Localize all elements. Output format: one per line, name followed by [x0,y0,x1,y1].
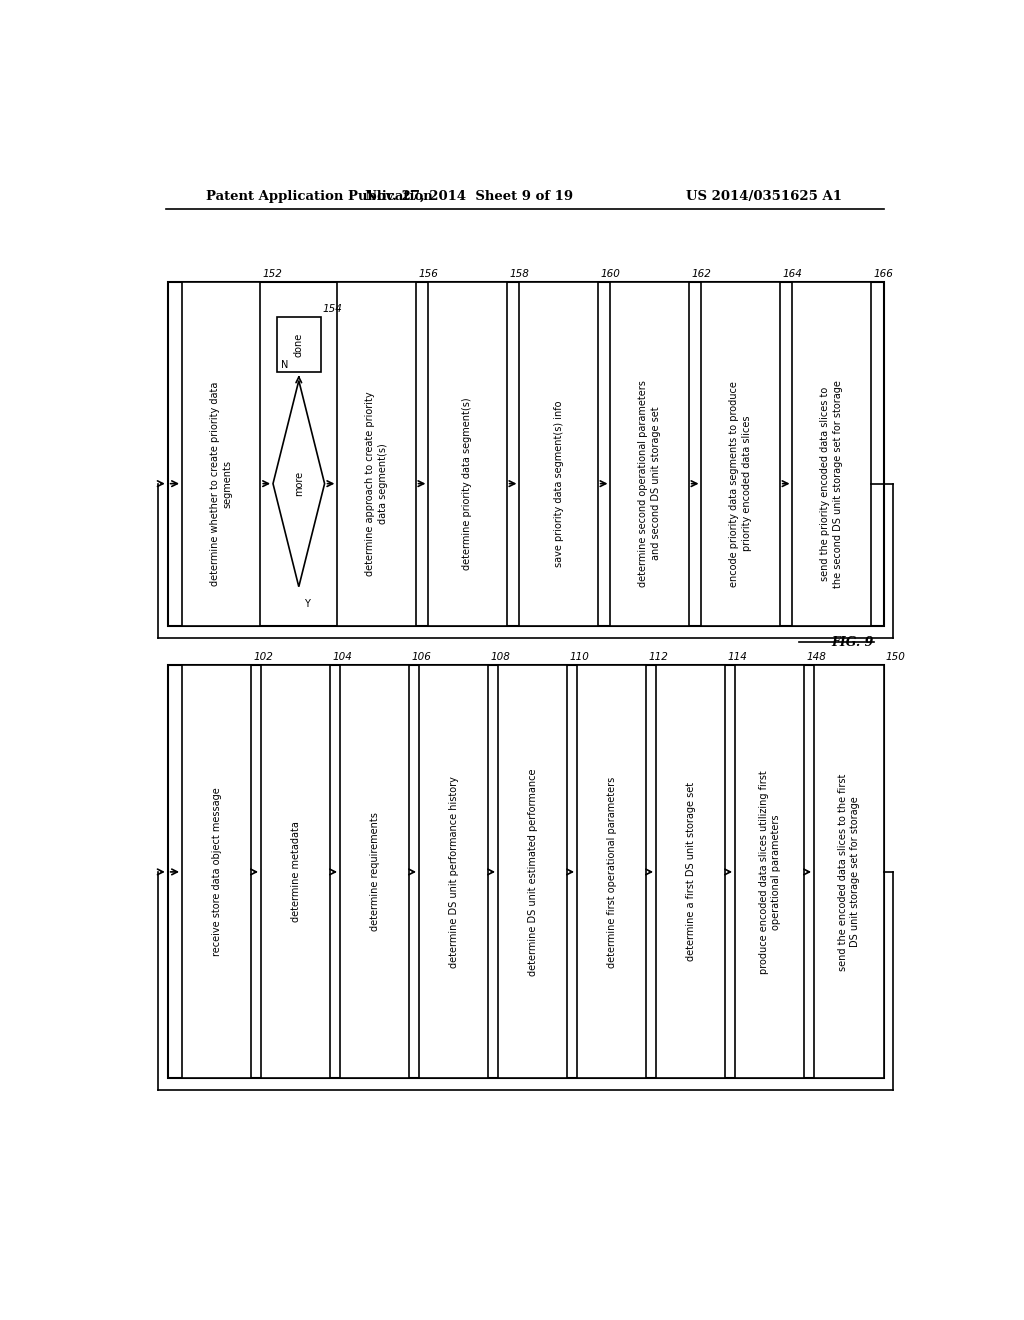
Text: 150: 150 [886,652,906,661]
Bar [610,282,689,626]
Text: 112: 112 [649,652,669,661]
Text: 166: 166 [873,269,893,280]
Bar [276,317,321,372]
Text: save priority data segment(s) info: save priority data segment(s) info [554,400,563,566]
Text: done: done [294,333,304,356]
Text: determine DS unit performance history: determine DS unit performance history [449,776,459,968]
Text: Y: Y [303,599,309,609]
Text: determine a first DS unit storage set: determine a first DS unit storage set [686,783,695,961]
Bar [182,664,252,1078]
Text: 152: 152 [263,269,283,280]
Polygon shape [273,380,325,586]
Text: 154: 154 [323,304,343,314]
Bar [419,664,488,1078]
Text: 156: 156 [418,269,438,280]
Text: 160: 160 [600,269,620,280]
Text: 114: 114 [728,652,748,661]
Bar [656,664,725,1078]
Text: FIG. 9: FIG. 9 [831,636,873,649]
Bar [793,282,870,626]
Text: 162: 162 [691,269,711,280]
Text: determine requirements: determine requirements [370,813,380,932]
Text: Nov. 27, 2014  Sheet 9 of 19: Nov. 27, 2014 Sheet 9 of 19 [366,190,573,202]
Bar [519,282,598,626]
Text: receive store data object message: receive store data object message [212,788,222,956]
Text: 108: 108 [490,652,511,661]
Text: determine priority data segment(s): determine priority data segment(s) [463,397,472,570]
Text: 148: 148 [807,652,826,661]
Bar [168,282,884,626]
Bar [428,282,507,626]
Text: 102: 102 [254,652,273,661]
Text: send the priority encoded data slices to
the second DS unit storage set for stor: send the priority encoded data slices to… [820,380,843,587]
Text: US 2014/0351625 A1: US 2014/0351625 A1 [686,190,842,202]
Bar [735,664,805,1078]
Text: send the encoded data slices to the first
DS unit storage set for storage: send the encoded data slices to the firs… [838,774,860,970]
Text: more: more [294,471,304,496]
Bar [814,664,884,1078]
Text: 164: 164 [782,269,802,280]
Bar [168,664,884,1078]
Bar [340,664,410,1078]
Bar [701,282,779,626]
Text: N: N [281,360,288,371]
Text: determine first operational parameters: determine first operational parameters [607,776,616,968]
Text: determine DS unit estimated performance: determine DS unit estimated performance [527,768,538,975]
Bar [577,664,646,1078]
Text: determine approach to create priority
data segment(s): determine approach to create priority da… [366,391,388,576]
Text: 158: 158 [509,269,529,280]
Text: encode priority data segments to produce
priority encoded data slices: encode priority data segments to produce… [729,380,752,586]
Text: 110: 110 [570,652,590,661]
Text: Patent Application Publication: Patent Application Publication [206,190,432,202]
Text: 106: 106 [412,652,432,661]
Text: produce encoded data slices utilizing first
operational parameters: produce encoded data slices utilizing fi… [759,770,781,974]
Text: determine second operational parameters
and second DS unit storage set: determine second operational parameters … [638,380,660,587]
Text: determine metadata: determine metadata [291,821,301,923]
Bar [498,664,567,1078]
Bar [182,282,260,626]
Bar [261,664,331,1078]
Bar [337,282,416,626]
Text: 104: 104 [333,652,352,661]
Text: determine whether to create priority data
segments: determine whether to create priority dat… [210,381,232,586]
